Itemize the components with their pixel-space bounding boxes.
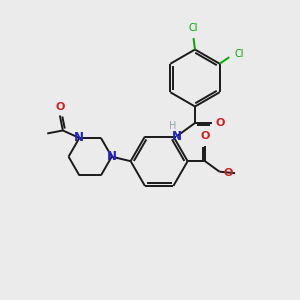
Text: N: N bbox=[107, 150, 117, 163]
Text: O: O bbox=[55, 102, 64, 112]
Text: O: O bbox=[223, 169, 233, 178]
Text: Cl: Cl bbox=[234, 49, 244, 59]
Text: O: O bbox=[200, 131, 210, 141]
Text: O: O bbox=[216, 118, 225, 128]
Text: H: H bbox=[169, 121, 176, 131]
Text: N: N bbox=[171, 130, 182, 143]
Text: Cl: Cl bbox=[189, 23, 198, 33]
Text: N: N bbox=[74, 131, 84, 145]
